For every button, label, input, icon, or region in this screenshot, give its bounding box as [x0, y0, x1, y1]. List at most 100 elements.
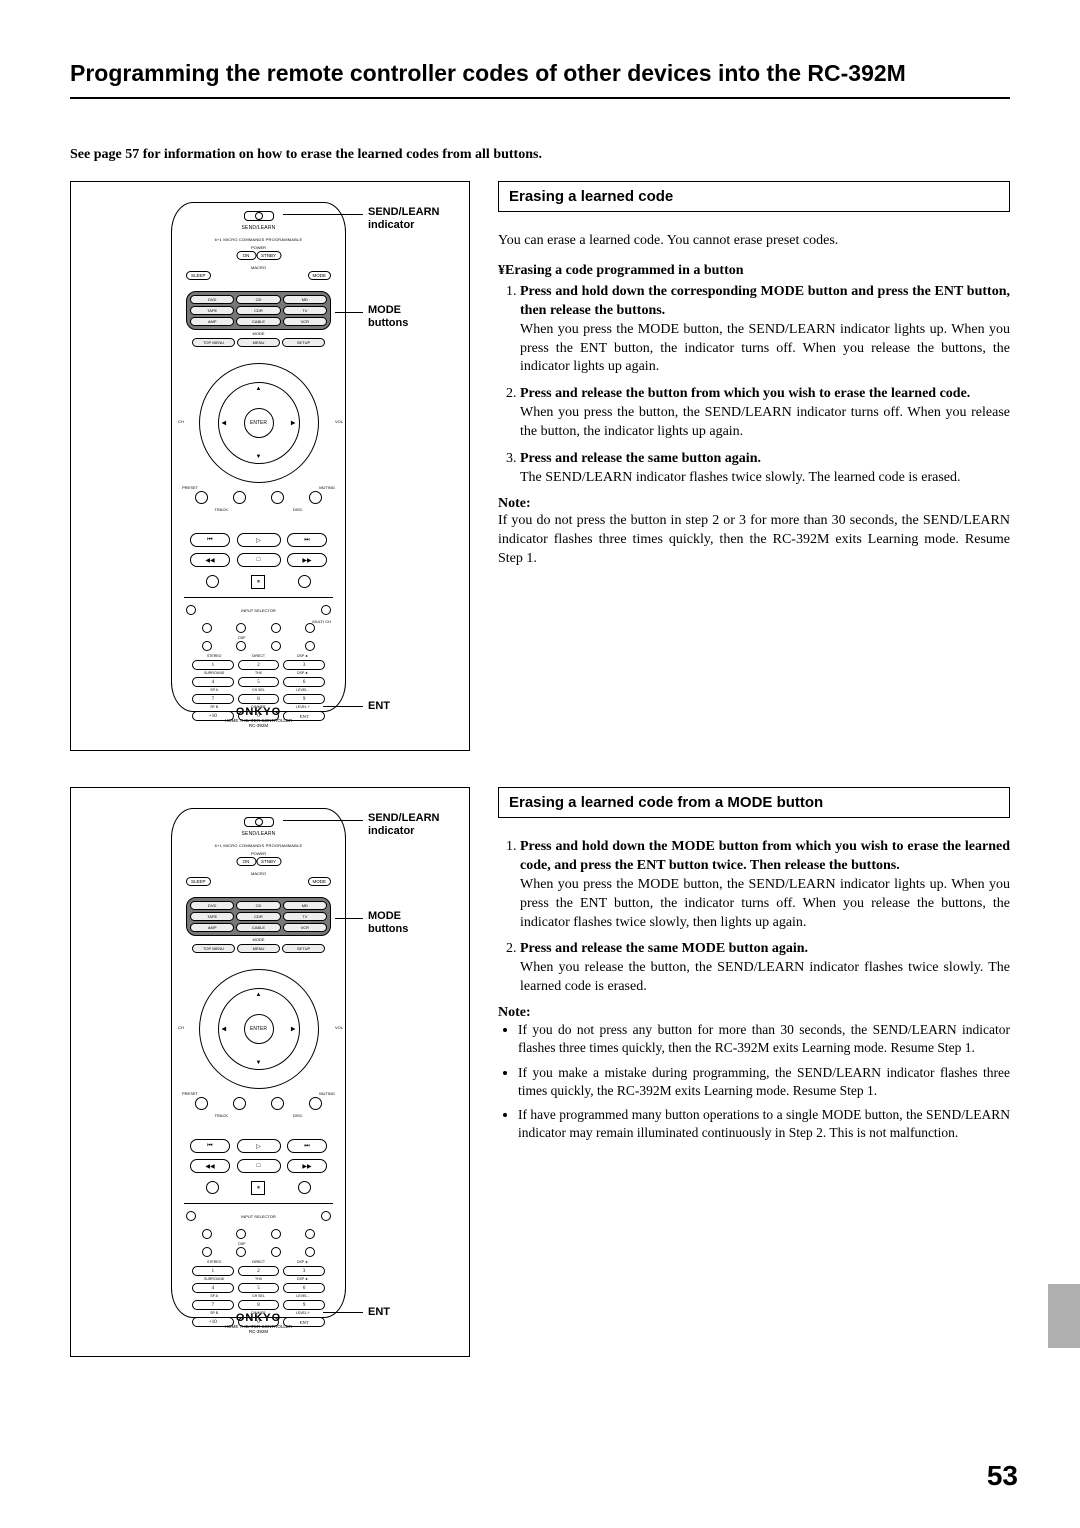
eject-button — [298, 575, 311, 588]
rew-icon: ◀◀ — [190, 1159, 230, 1173]
surround-label: SURROUND — [192, 671, 236, 675]
num-7: 7 — [192, 694, 234, 704]
track-label: TRACK — [214, 1113, 228, 1118]
disc-label: DISC — [293, 507, 303, 512]
round-btn — [271, 491, 284, 504]
selector-prev — [186, 605, 196, 615]
bullet-item: If you make a mistake during programming… — [518, 1064, 1010, 1100]
stop-icon: □ — [237, 553, 281, 567]
section-1-body: You can erase a learned code. You cannot… — [498, 232, 1010, 251]
round-row-a — [182, 1097, 335, 1110]
brand-sub: HOME THEATER CONTROLLER RC-392M — [171, 718, 346, 728]
circle-btn — [271, 641, 281, 651]
note-body: If you do not press the button in step 2… — [498, 512, 1010, 569]
mode-cable: CABLE — [236, 317, 280, 326]
selector-prev — [186, 1211, 196, 1221]
dsp-label: DSP — [225, 1242, 258, 1246]
callout-mode: MODE buttons — [368, 304, 408, 330]
spa-label: SP A — [192, 688, 236, 692]
macro-row: SLEEP MODE — [172, 877, 345, 886]
bullet-item: If you do not press any button for more … — [518, 1021, 1010, 1057]
row3-labels: PRESET MUTING — [182, 1091, 335, 1096]
mode-grid: DVD CD MD TAPE CDR TV AMP CABLE VCR — [186, 897, 331, 936]
circle-btn — [202, 1229, 212, 1239]
mode-label: MODE — [186, 937, 331, 942]
skip-fwd-icon: ⏭ — [287, 1139, 327, 1153]
mode-grid: DVD CD MD TAPE CDR TV AMP CABLE VCR — [186, 291, 331, 330]
selector-next — [321, 1211, 331, 1221]
mode-cdr: CDR — [236, 912, 280, 921]
circle-btn — [202, 1247, 212, 1257]
mode-dvd: DVD — [190, 901, 234, 910]
mode-macro-button: MODE — [308, 877, 332, 886]
round-btn — [309, 1097, 322, 1110]
mode-cd: CD — [236, 295, 280, 304]
dsp-label-row: DSP — [192, 636, 325, 640]
circle-btn — [305, 1247, 315, 1257]
circle-btn — [202, 623, 212, 633]
callout-ent: ENT — [368, 1306, 390, 1319]
circle-btn — [236, 641, 246, 651]
step-body: The SEND/LEARN indicator flashes twice s… — [520, 470, 960, 485]
track-disc-labels: TRACK DISC — [182, 1113, 335, 1118]
track-label: TRACK — [214, 507, 228, 512]
pause-icon: ⏸ — [251, 1181, 265, 1195]
send-learn-led-icon — [244, 211, 274, 221]
skip-back-icon: ⏮ — [190, 533, 230, 547]
circle-btn — [305, 1229, 315, 1239]
num-labels-1: STEREO DIRECT DSP ► — [192, 654, 325, 658]
micro-label: 6+1 MICRO COMMANDS PROGRAMMABLE — [172, 843, 345, 848]
return-button: SETUP — [282, 944, 325, 953]
num-5: 5 — [238, 1283, 280, 1293]
dsp-label-row: DSP — [192, 1242, 325, 1246]
circle-row-1 — [192, 623, 325, 633]
direct-label: DIRECT — [236, 654, 280, 658]
callout-ent: ENT — [368, 700, 390, 713]
nav-labels: CH VOL — [172, 363, 345, 483]
nav-labels: CH VOL — [172, 969, 345, 1089]
disc-label: DISC — [293, 1113, 303, 1118]
circle-btn — [271, 623, 281, 633]
rec-row: ⏸ — [190, 1181, 327, 1195]
macro-label: MACRO — [172, 871, 345, 876]
callout-line — [335, 918, 363, 919]
stnby-button: STNBY — [256, 251, 281, 260]
step-lead: Press and release the same button again. — [520, 451, 761, 466]
callout-line — [323, 706, 363, 707]
dsp-btn-label: DSP ► — [281, 1277, 325, 1281]
callout-line — [283, 820, 363, 821]
step-lead: Press and hold down the MODE button from… — [520, 839, 1010, 873]
circle-btn — [271, 1247, 281, 1257]
callout-line — [283, 214, 363, 215]
num-8: 8 — [238, 694, 280, 704]
topmenu-button: TOP MENU — [192, 944, 235, 953]
round-btn — [309, 491, 322, 504]
source-row: TOP MENU MENU SETUP — [186, 944, 331, 953]
ch-label: CH — [178, 419, 184, 424]
input-selector-label: INPUT SELECTOR — [241, 1214, 276, 1219]
circle-row-2 — [192, 1247, 325, 1257]
spa-label: SP A — [192, 1294, 236, 1298]
mode-tv: TV — [283, 912, 327, 921]
thx-label: THX — [236, 671, 280, 675]
round-btn — [233, 491, 246, 504]
mode-md: MD — [283, 295, 327, 304]
figure-box-1: SEND/LEARN 6+1 MICRO COMMANDS PROGRAMMAB… — [70, 181, 470, 751]
note-label: Note: — [498, 1005, 1010, 1021]
section-1-text: Erasing a learned code You can erase a l… — [498, 181, 1010, 751]
step-item: Press and release the button from which … — [520, 385, 1010, 442]
section-2-bullets: If you do not press any button for more … — [498, 1021, 1010, 1142]
num-2: 2 — [238, 660, 280, 670]
row3-labels: PRESET MUTING — [182, 485, 335, 490]
circle-btn — [305, 641, 315, 651]
num-9: 9 — [283, 1300, 325, 1310]
direct-label: DIRECT — [236, 1260, 280, 1264]
mode-tape: TAPE — [190, 306, 234, 315]
callout-line — [335, 312, 363, 313]
play-icon: ▷ — [237, 1139, 281, 1153]
stnby-button: STNBY — [256, 857, 281, 866]
note-label: Note: — [498, 496, 1010, 512]
step-body: When you press the MODE button, the SEND… — [520, 322, 1010, 375]
step-item: Press and release the same button again.… — [520, 450, 1010, 488]
input-selector-label: INPUT SELECTOR — [241, 608, 276, 613]
